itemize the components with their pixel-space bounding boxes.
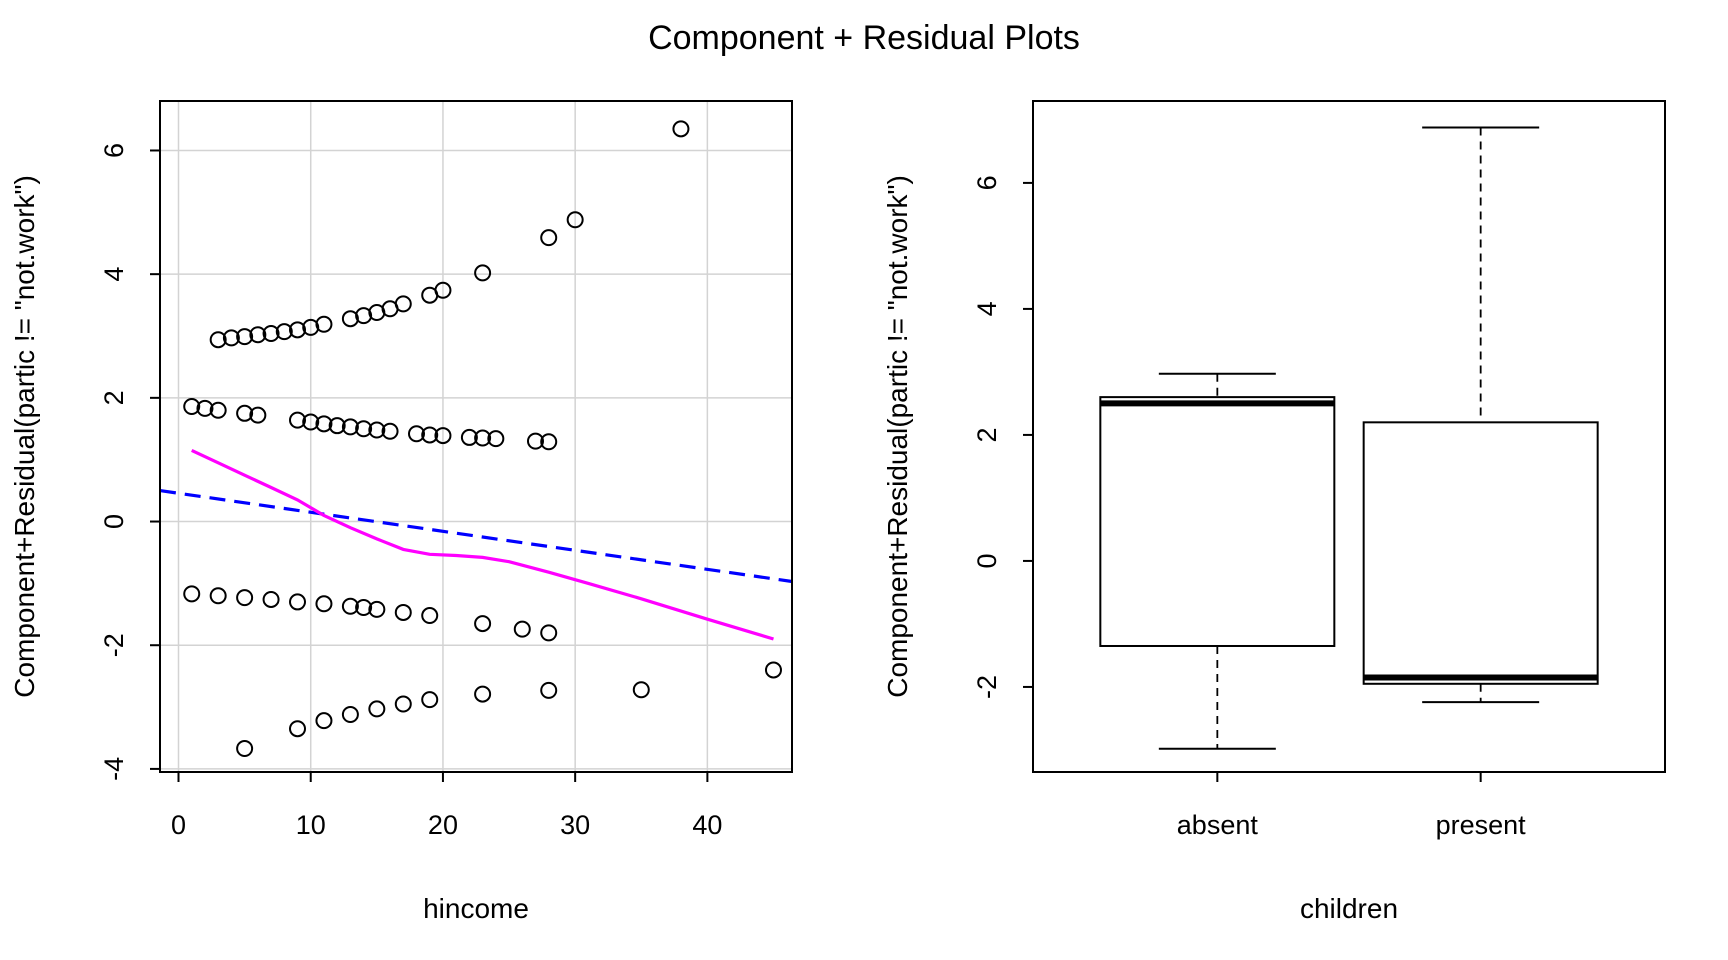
data-point <box>222 329 240 347</box>
regression-line <box>159 489 793 584</box>
data-point <box>341 418 359 436</box>
x-tick-label: present <box>1436 810 1527 840</box>
figure-title: Component + Residual Plots <box>648 19 1080 57</box>
data-point <box>355 307 373 325</box>
data-point <box>434 427 452 445</box>
data-point <box>341 310 359 328</box>
data-point <box>368 700 386 718</box>
data-point <box>196 399 214 417</box>
data-point <box>209 331 227 349</box>
plot-frame <box>159 100 793 773</box>
box-absent <box>1099 396 1336 647</box>
x-tick-label: 0 <box>171 810 186 840</box>
x-axis-label: children <box>1300 893 1398 924</box>
x-tick-label: 40 <box>692 810 722 840</box>
data-point <box>540 624 558 642</box>
data-point <box>368 600 386 618</box>
x-tick-label: 20 <box>428 810 458 840</box>
data-point <box>315 415 333 433</box>
x-tick-label: 10 <box>296 810 326 840</box>
data-point <box>289 720 307 738</box>
y-tick-label: 0 <box>972 553 1002 568</box>
data-point <box>302 413 320 431</box>
data-point <box>289 411 307 429</box>
y-tick-label: -4 <box>99 757 129 781</box>
data-point <box>474 429 492 447</box>
data-point <box>249 406 267 424</box>
data-point <box>289 321 307 339</box>
data-point <box>315 712 333 730</box>
data-point <box>394 295 412 313</box>
data-point <box>236 589 254 607</box>
x-tick-label: 30 <box>560 810 590 840</box>
y-tick-label: -2 <box>99 633 129 657</box>
data-point <box>540 681 558 699</box>
data-point <box>355 598 373 616</box>
data-point <box>764 661 782 679</box>
data-point <box>381 422 399 440</box>
data-point <box>315 315 333 333</box>
data-point <box>421 691 439 709</box>
x-tick-label: absent <box>1177 810 1259 840</box>
data-point <box>341 705 359 723</box>
data-point <box>474 685 492 703</box>
y-axis-label: Component+Residual(partic != "not.work") <box>882 175 913 698</box>
data-point <box>513 620 531 638</box>
data-point <box>275 323 293 341</box>
data-point <box>262 590 280 608</box>
data-point <box>474 264 492 282</box>
box-present <box>1362 421 1599 685</box>
data-point <box>540 433 558 451</box>
data-point <box>540 229 558 247</box>
data-point <box>249 326 267 344</box>
data-point <box>487 430 505 448</box>
data-point <box>341 597 359 615</box>
data-point <box>408 425 426 443</box>
y-tick-label: 4 <box>99 267 129 282</box>
data-point <box>421 426 439 444</box>
boxplot-panel: absent present -2 0 2 4 6 children Component+Res… <box>882 100 1666 924</box>
data-point <box>632 681 650 699</box>
data-point <box>355 420 373 438</box>
data-point <box>474 615 492 633</box>
data-point <box>302 318 320 336</box>
data-point <box>183 398 201 416</box>
data-point <box>526 432 544 450</box>
data-point <box>236 739 254 757</box>
y-tick-label: 4 <box>972 301 1002 316</box>
y-tick-label: 0 <box>99 514 129 529</box>
smooth-line <box>191 448 774 641</box>
data-point <box>236 404 254 422</box>
data-point <box>394 603 412 621</box>
data-point <box>236 328 254 346</box>
data-point <box>368 421 386 439</box>
data-point <box>421 607 439 625</box>
y-tick-label: -2 <box>972 675 1002 699</box>
data-point <box>460 428 478 446</box>
y-tick-label: 6 <box>972 175 1002 190</box>
data-point <box>328 417 346 435</box>
data-point <box>209 401 227 419</box>
y-tick-label: 6 <box>99 143 129 158</box>
data-point <box>183 585 201 603</box>
data-point <box>262 325 280 343</box>
scatter-panel: 0 10 20 30 40 -4 -2 0 2 4 6 hincome Component+Residu… <box>9 100 793 924</box>
data-point <box>315 595 333 613</box>
data-point <box>209 587 227 605</box>
x-axis-label: hincome <box>423 893 529 924</box>
y-tick-label: 2 <box>99 390 129 405</box>
data-point <box>566 211 584 229</box>
data-point <box>394 695 412 713</box>
y-tick-label: 2 <box>972 427 1002 442</box>
data-point <box>672 120 690 138</box>
plot-frame <box>1032 100 1666 773</box>
data-point <box>434 281 452 299</box>
data-point <box>289 593 307 611</box>
y-axis-label: Component+Residual(partic != "not.work") <box>9 175 40 698</box>
